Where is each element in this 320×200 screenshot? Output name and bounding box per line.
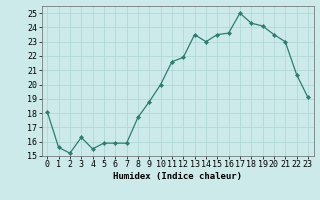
- X-axis label: Humidex (Indice chaleur): Humidex (Indice chaleur): [113, 172, 242, 181]
